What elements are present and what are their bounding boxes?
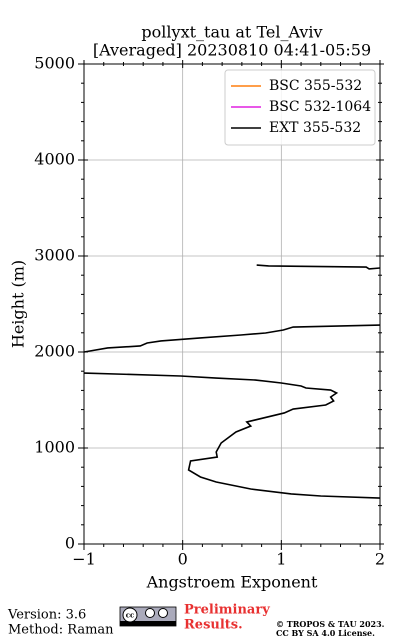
y-axis-label: Height (m) (9, 260, 28, 348)
legend-label: BSC 355-532 (269, 78, 362, 94)
y-tick-label: 3000 (34, 246, 75, 265)
plot-frame (83, 63, 381, 545)
legend-label: EXT 355-532 (269, 120, 361, 136)
method: Method: Raman (8, 623, 114, 638)
legend-box (224, 69, 376, 146)
y-tick-label: 0 (65, 534, 75, 553)
status: Results. (184, 618, 243, 633)
y-tick-label: 1000 (34, 438, 75, 457)
status: Preliminary (184, 603, 270, 618)
x-tick-label: 2 (375, 550, 385, 569)
data-line (84, 264, 380, 499)
x-axis-label: Angstroem Exponent (146, 573, 318, 592)
chart-title: pollyxt_tau at Tel_Aviv (141, 23, 322, 42)
x-tick-label: −1 (72, 550, 96, 569)
x-tick-label: 1 (276, 550, 286, 569)
legend-label: BSC 532-1064 (269, 99, 371, 115)
y-tick-label: 4000 (34, 150, 75, 169)
copyright: © TROPOS & TAU 2023. (276, 619, 385, 629)
svg-text:cc: cc (126, 611, 135, 620)
x-tick-label: 0 (178, 550, 188, 569)
chart-subtitle: [Averaged] 20230810 04:41-05:59 (93, 41, 371, 60)
y-tick-label: 2000 (34, 342, 75, 361)
version: Version: 3.6 (7, 608, 86, 623)
copyright: CC BY SA 4.0 License. (276, 628, 375, 638)
cc-badge: cc (119, 606, 177, 627)
y-tick-label: 5000 (34, 54, 75, 73)
